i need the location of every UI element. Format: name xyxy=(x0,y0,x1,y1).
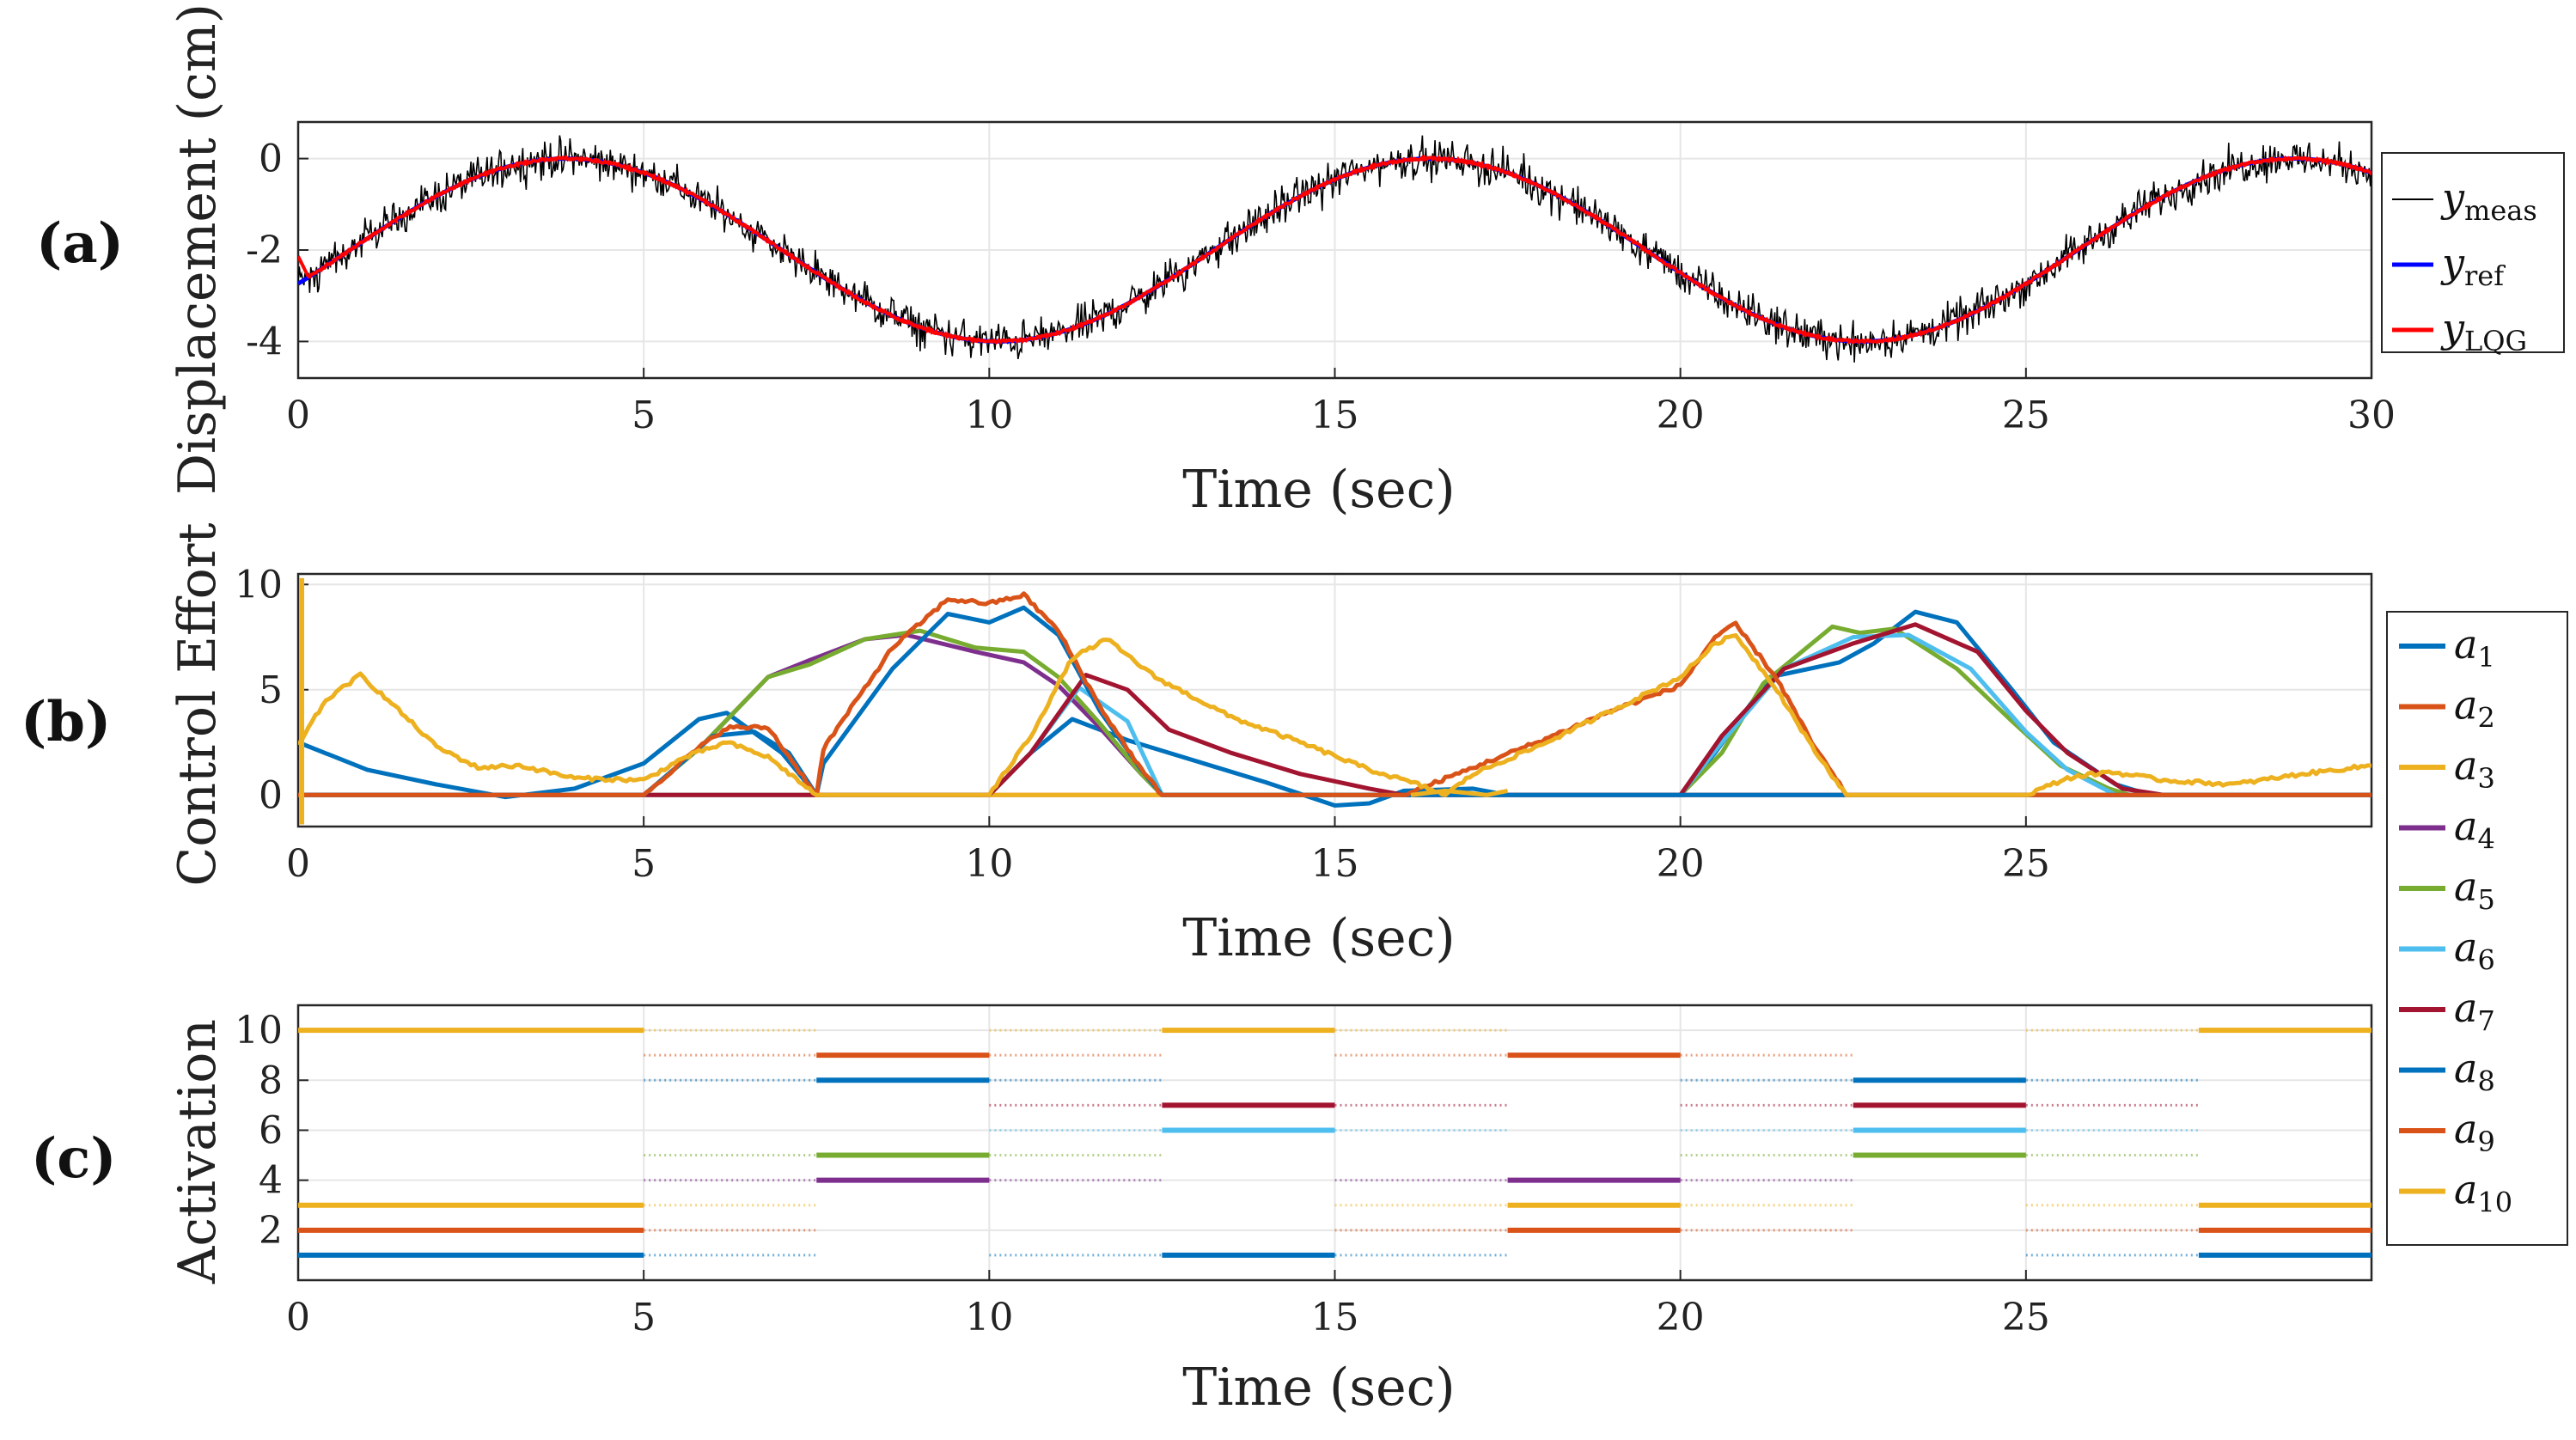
panel-b-ylabel: Control Effort xyxy=(168,522,228,886)
legend-c-box xyxy=(2386,611,2568,1246)
legend-a: ymeas yref yLQG xyxy=(2381,152,2565,357)
panel-c-xtick-label: 15 xyxy=(1311,1296,1359,1339)
series-a3-extra xyxy=(1410,788,1509,797)
legend-a-box xyxy=(2381,152,2565,353)
legend-c-entry: a5 xyxy=(2454,863,2495,916)
panel-a-ytick-label: -4 xyxy=(246,320,283,363)
series-y-meas xyxy=(298,135,2372,363)
legend-c-entry: a6 xyxy=(2454,924,2495,977)
panel-c-ytick-label: 4 xyxy=(259,1159,283,1203)
legend-c-entry: a2 xyxy=(2454,682,2495,735)
panel-c-xtick-label: 0 xyxy=(286,1296,310,1339)
legend-a-entry: yLQG xyxy=(2440,305,2527,357)
legend-c-entry: a10 xyxy=(2454,1167,2512,1219)
panel-a-plot: 0 5 10 15 20 25 30 0 -2 -4 xyxy=(246,120,2396,437)
panel-b-xtick-label: 20 xyxy=(1657,842,1705,886)
panel-a-ylabel: Displacement (cm) xyxy=(168,3,228,495)
panel-a-ytick-label: 0 xyxy=(259,137,283,181)
panel-c-ylabel: Activation xyxy=(168,1019,228,1284)
panel-label-a: (a) xyxy=(36,211,124,276)
panel-c-xtick-label: 5 xyxy=(632,1296,656,1339)
legend-c-entry: a1 xyxy=(2454,621,2495,674)
series-a1 xyxy=(298,609,2372,808)
panel-a-xtick-label: 15 xyxy=(1311,394,1359,437)
panel-a-xtick-label: 10 xyxy=(965,394,1013,437)
panel-b-ytick-label: 5 xyxy=(259,668,283,712)
panel-b-xtick-label: 10 xyxy=(965,842,1013,886)
panel-a-xtick-label: 0 xyxy=(286,394,310,437)
panel-b-plot: 0 5 10 15 20 25 0 5 10 xyxy=(235,563,2373,886)
legend-a-entry: ymeas xyxy=(2440,174,2537,227)
legend-c-entry: a9 xyxy=(2454,1106,2495,1158)
panel-c-ytick-label: 8 xyxy=(259,1059,283,1102)
panel-a-xtick-label: 20 xyxy=(1657,394,1705,437)
panel-b-ytick-label: 0 xyxy=(259,773,283,817)
panel-c-xlabel: Time (sec) xyxy=(1182,1358,1455,1418)
panel-c-ytick-label: 2 xyxy=(259,1209,283,1253)
series-y-lqg xyxy=(298,154,2372,345)
panel-c-ytick-label: 6 xyxy=(259,1108,283,1152)
panel-a-xtick-label: 25 xyxy=(2002,394,2050,437)
panel-a-xlabel: Time (sec) xyxy=(1182,460,1455,520)
panel-c-plot: 0 5 10 15 20 25 2 4 6 8 10 xyxy=(235,1004,2373,1339)
panel-label-c: (c) xyxy=(31,1126,117,1191)
legend-c-entry: a7 xyxy=(2454,985,2495,1037)
panel-b-xtick-label: 15 xyxy=(1311,842,1359,886)
series-a10 xyxy=(298,632,2372,797)
panel-b-xlabel: Time (sec) xyxy=(1182,908,1455,968)
panel-c-ytick-label: 10 xyxy=(235,1009,283,1053)
panel-c-xtick-label: 25 xyxy=(2002,1296,2050,1339)
panel-b-xtick-label: 0 xyxy=(286,842,310,886)
panel-c-xtick-label: 10 xyxy=(965,1296,1013,1339)
panel-a-xtick-label: 5 xyxy=(632,394,656,437)
panel-b-ytick-label: 10 xyxy=(235,563,283,607)
panel-a-ytick-label: -2 xyxy=(246,229,283,272)
legend-c-entry: a3 xyxy=(2454,742,2495,795)
panel-c-xtick-label: 20 xyxy=(1657,1296,1705,1339)
legend-c-entry: a8 xyxy=(2454,1046,2495,1098)
panel-a-xtick-label: 30 xyxy=(2347,394,2396,437)
panel-label-b: (b) xyxy=(21,690,111,754)
panel-b-xtick-label: 5 xyxy=(632,842,656,886)
legend-c: a1 a2 a3 a4 a5 a6 a7 a8 a9 a10 xyxy=(2386,611,2568,1246)
panel-b-xtick-label: 25 xyxy=(2002,842,2050,886)
legend-a-entry: yref xyxy=(2440,240,2506,292)
legend-c-entry: a4 xyxy=(2454,803,2495,856)
